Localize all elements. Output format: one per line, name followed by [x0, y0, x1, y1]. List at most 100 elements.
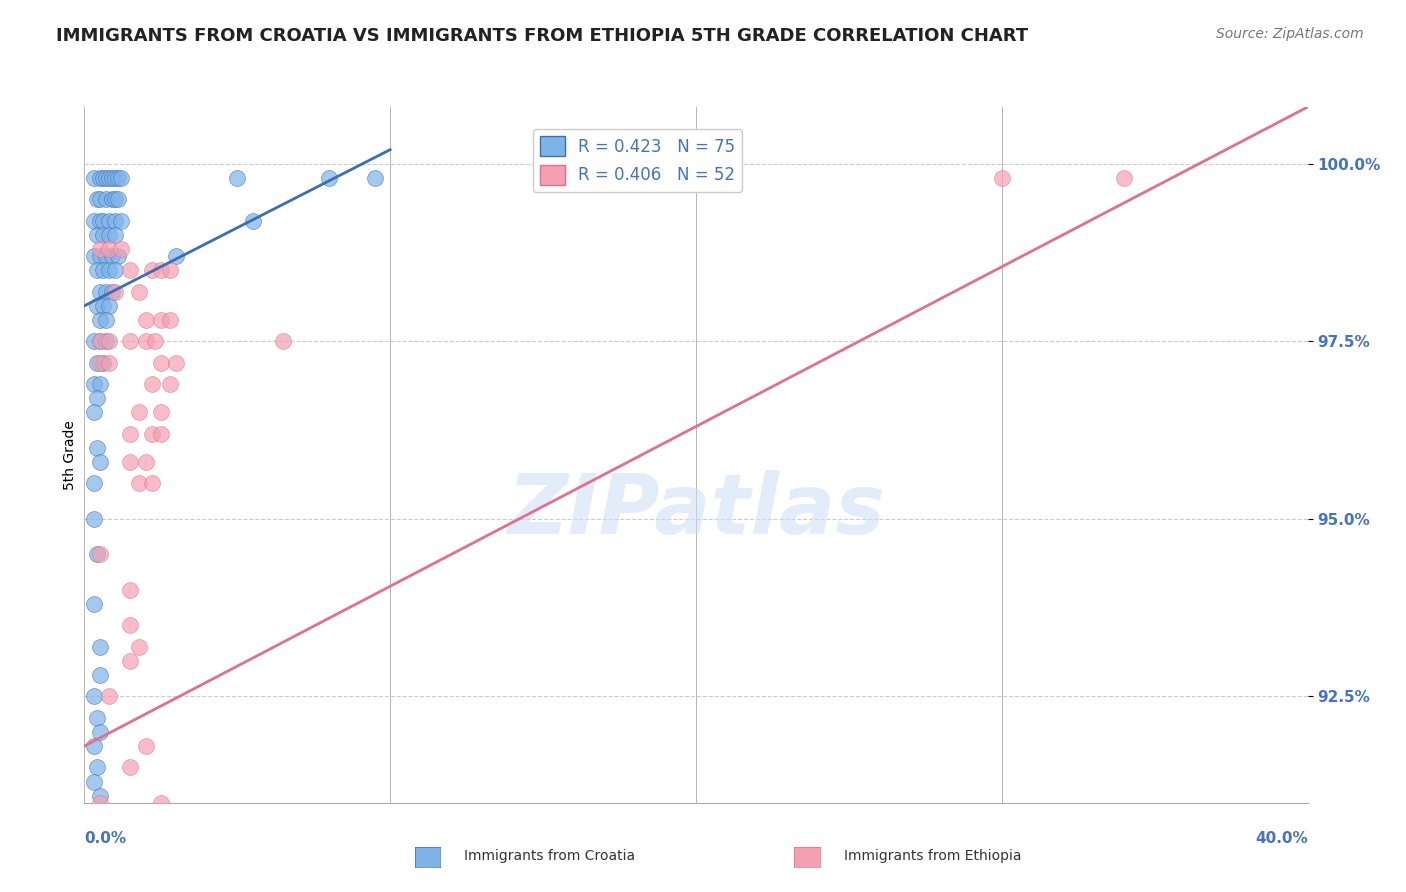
Point [83, 690, 105, 704]
Point [120, 582, 142, 597]
Point [128, 285, 150, 299]
Point [141, 426, 163, 441]
Point [91, 171, 114, 186]
Point [101, 171, 124, 186]
Point [128, 405, 150, 419]
Point [149, 263, 172, 277]
Point [89, 334, 111, 349]
Point [104, 213, 127, 227]
Point [83, 739, 105, 753]
Point [318, 171, 340, 186]
Point [89, 192, 111, 206]
Point [94, 249, 117, 263]
Point [107, 171, 129, 186]
Point [149, 426, 172, 441]
Point [94, 313, 117, 327]
Text: 0.0%: 0.0% [84, 830, 127, 846]
Point [120, 455, 142, 469]
Text: Immigrants from Croatia: Immigrants from Croatia [464, 849, 636, 863]
Point [83, 249, 105, 263]
Point [242, 213, 264, 227]
Point [97, 334, 120, 349]
Point [135, 334, 157, 349]
Point [86, 263, 108, 277]
Point [89, 213, 111, 227]
Point [86, 227, 108, 242]
Point [89, 242, 111, 256]
Point [159, 263, 181, 277]
Y-axis label: 5th Grade: 5th Grade [63, 420, 77, 490]
Text: Immigrants from Ethiopia: Immigrants from Ethiopia [844, 849, 1021, 863]
Text: Source: ZipAtlas.com: Source: ZipAtlas.com [1216, 27, 1364, 41]
Point [120, 654, 142, 668]
Point [83, 405, 105, 419]
Point [91, 299, 114, 313]
Point [159, 313, 181, 327]
Point [94, 192, 117, 206]
Point [89, 455, 111, 469]
Point [97, 356, 120, 370]
Point [83, 476, 105, 491]
Point [97, 242, 120, 256]
Point [83, 774, 105, 789]
Point [94, 171, 117, 186]
Point [107, 192, 129, 206]
Point [86, 760, 108, 774]
Point [83, 213, 105, 227]
Point [149, 313, 172, 327]
Point [89, 356, 111, 370]
Point [91, 356, 114, 370]
Point [120, 426, 142, 441]
Point [104, 285, 127, 299]
Point [89, 547, 111, 561]
Point [165, 249, 187, 263]
Point [135, 455, 157, 469]
Point [86, 192, 108, 206]
Text: IMMIGRANTS FROM CROATIA VS IMMIGRANTS FROM ETHIOPIA 5TH GRADE CORRELATION CHART: IMMIGRANTS FROM CROATIA VS IMMIGRANTS FR… [56, 27, 1028, 45]
Point [104, 263, 127, 277]
Point [86, 391, 108, 405]
Point [89, 249, 111, 263]
Point [97, 227, 120, 242]
Point [83, 171, 105, 186]
Point [86, 547, 108, 561]
Point [165, 356, 187, 370]
Point [83, 334, 105, 349]
Point [89, 668, 111, 682]
Point [120, 881, 142, 892]
Point [101, 192, 124, 206]
Point [101, 249, 124, 263]
Point [141, 263, 163, 277]
Point [104, 227, 127, 242]
Point [97, 690, 120, 704]
Point [135, 739, 157, 753]
Point [141, 476, 163, 491]
Point [120, 831, 142, 846]
Point [1114, 171, 1136, 186]
Point [101, 285, 124, 299]
Point [104, 171, 127, 186]
Point [159, 376, 181, 391]
Point [104, 192, 127, 206]
Point [97, 171, 120, 186]
Point [107, 249, 129, 263]
Point [97, 299, 120, 313]
Point [110, 213, 132, 227]
Point [91, 227, 114, 242]
Point [89, 334, 111, 349]
Point [89, 881, 111, 892]
Point [89, 724, 111, 739]
Point [135, 313, 157, 327]
Point [89, 171, 111, 186]
Point [120, 760, 142, 774]
Point [86, 299, 108, 313]
Point [89, 789, 111, 803]
Point [226, 171, 249, 186]
Point [271, 334, 294, 349]
Point [89, 376, 111, 391]
Point [86, 356, 108, 370]
Point [83, 597, 105, 611]
Point [149, 356, 172, 370]
Point [143, 334, 166, 349]
Point [120, 334, 142, 349]
